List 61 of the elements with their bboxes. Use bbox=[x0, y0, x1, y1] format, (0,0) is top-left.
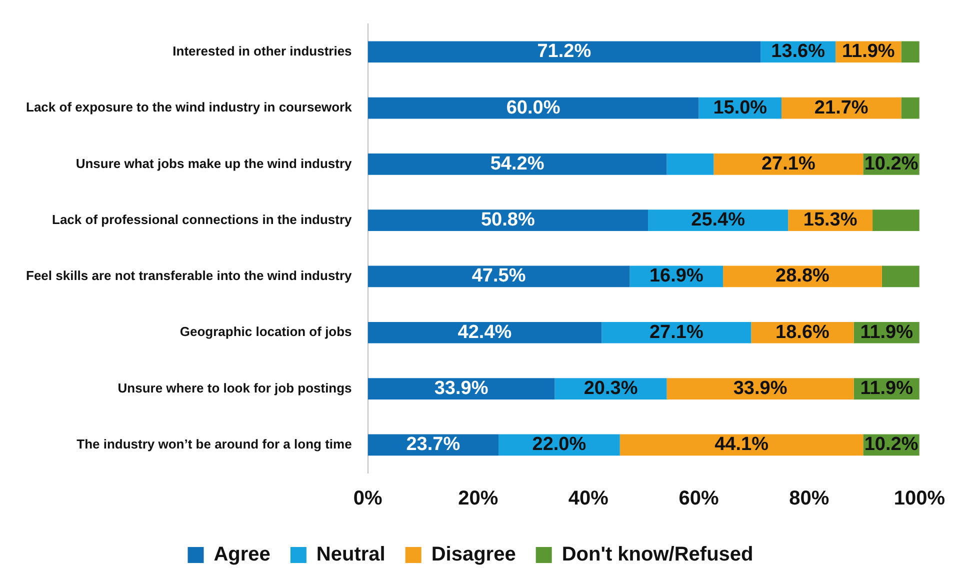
bar bbox=[368, 154, 667, 175]
data-label: 21.7% bbox=[814, 97, 868, 118]
data-label: 15.3% bbox=[803, 210, 858, 231]
legend-label: Agree bbox=[214, 544, 270, 566]
x-tick-label: 100% bbox=[894, 488, 946, 510]
data-label: 10.2% bbox=[864, 434, 918, 456]
bar bbox=[368, 97, 699, 119]
x-tick-label: 60% bbox=[678, 488, 719, 510]
legend-label: Disagree bbox=[431, 544, 516, 566]
x-tick-label: 0% bbox=[353, 488, 382, 510]
x-tick-label: 20% bbox=[458, 488, 498, 510]
bar bbox=[666, 378, 854, 400]
y-tick-label: Interested in other industries bbox=[172, 43, 352, 58]
bar bbox=[901, 41, 920, 63]
bar bbox=[882, 266, 920, 288]
bar bbox=[602, 322, 752, 344]
bar bbox=[368, 322, 602, 344]
legend-label: Neutral bbox=[316, 544, 386, 566]
data-label: 60.0% bbox=[506, 97, 560, 118]
bar bbox=[666, 154, 714, 175]
data-label: 33.9% bbox=[434, 378, 488, 400]
data-label: 28.8% bbox=[776, 266, 830, 287]
y-tick-label: Lack of exposure to the wind industry in coursework bbox=[26, 100, 353, 115]
y-tick-label: Geographic location of jobs bbox=[180, 324, 352, 340]
data-label: 22.0% bbox=[532, 434, 586, 456]
bar bbox=[714, 154, 864, 175]
x-tick-label: 40% bbox=[568, 488, 609, 510]
bar bbox=[872, 210, 920, 231]
data-label: 18.6% bbox=[776, 322, 830, 343]
x-tick-label: 80% bbox=[789, 488, 830, 510]
data-label: 11.9% bbox=[860, 322, 914, 343]
data-label: 10.2% bbox=[864, 153, 918, 174]
data-label: 23.7% bbox=[406, 434, 460, 456]
y-tick-label: Unsure what jobs make up the wind industry bbox=[76, 156, 353, 171]
data-label: 11.9% bbox=[842, 41, 895, 62]
bar bbox=[901, 97, 920, 119]
legend-label: Don't know/Refused bbox=[562, 544, 754, 566]
y-tick-label: The industry won’t be around for a long time bbox=[76, 436, 352, 452]
data-label: 13.6% bbox=[771, 41, 826, 62]
data-label: 27.1% bbox=[649, 322, 704, 343]
data-label: 25.4% bbox=[691, 210, 746, 231]
y-tick-label: Lack of professional connections in the industry bbox=[52, 212, 353, 227]
data-label: 54.2% bbox=[490, 153, 544, 174]
data-label: 50.8% bbox=[480, 210, 535, 231]
bar bbox=[368, 378, 555, 400]
data-label: 11.9% bbox=[860, 378, 914, 400]
data-label: 47.5% bbox=[472, 266, 526, 287]
data-label: 27.1% bbox=[761, 153, 816, 174]
data-label: 20.3% bbox=[584, 378, 638, 400]
bar bbox=[368, 210, 648, 231]
data-label: 15.0% bbox=[713, 97, 768, 118]
data-label: 16.9% bbox=[649, 266, 704, 287]
bar bbox=[620, 434, 864, 456]
data-label: 42.4% bbox=[458, 322, 512, 343]
y-tick-label: Unsure where to look for job postings bbox=[118, 380, 352, 396]
bar bbox=[368, 41, 761, 63]
data-label: 44.1% bbox=[714, 434, 769, 456]
y-tick-label: Feel skills are not transferable into the wind industry bbox=[26, 268, 353, 284]
data-label: 71.2% bbox=[537, 41, 592, 62]
bar bbox=[368, 266, 630, 288]
data-label: 33.9% bbox=[733, 378, 788, 400]
